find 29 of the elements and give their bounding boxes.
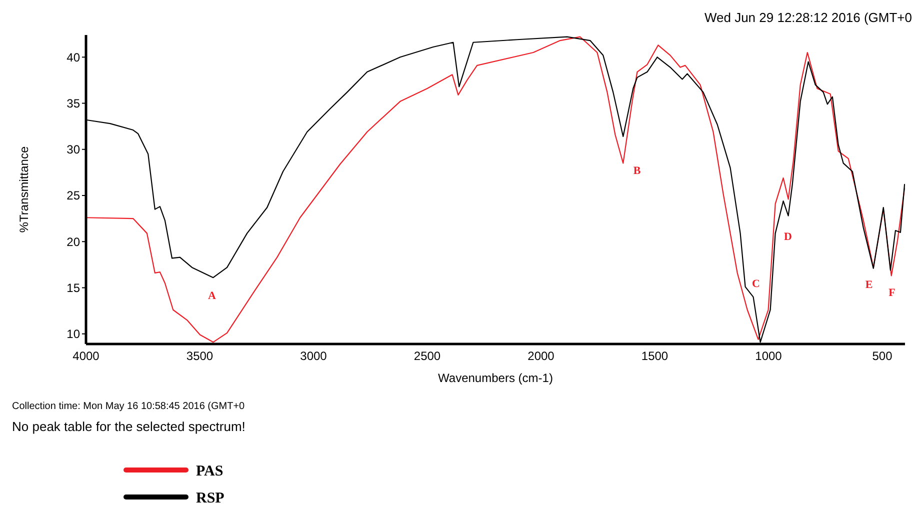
- x-tick-label: 500: [872, 349, 893, 363]
- y-axis-title: %Transmittance: [17, 146, 31, 233]
- y-tick-label: 35: [66, 96, 80, 110]
- y-tick-label: 25: [66, 188, 80, 203]
- y-tick-label: 20: [66, 234, 80, 249]
- x-tick-label: 4000: [72, 349, 100, 363]
- y-tick-label: 10: [66, 327, 80, 342]
- y-tick-label: 30: [66, 142, 80, 157]
- x-tick-label: 1500: [641, 349, 668, 363]
- annotation: F: [888, 287, 896, 299]
- x-tick-label: 1000: [755, 349, 782, 363]
- chart-title: Wed Jun 29 12:28:12 2016 (GMT+0: [704, 10, 912, 25]
- x-tick-label: 3500: [186, 349, 214, 363]
- text: No peak table for the selected spectrum!: [12, 419, 246, 434]
- x-axis-title: Wavenumbers (cm-1): [438, 371, 553, 385]
- annotation: D: [784, 231, 792, 243]
- annotation: C: [752, 278, 760, 290]
- legend-label: PAS: [196, 463, 224, 480]
- x-tick-label: 3000: [300, 349, 328, 363]
- annotation: B: [633, 165, 642, 177]
- legend-label: RSP: [196, 490, 224, 506]
- y-tick-label: 40: [66, 50, 80, 64]
- x-tick-label: 2000: [528, 349, 555, 363]
- y-tick-label: 15: [66, 280, 80, 295]
- annotation: E: [865, 279, 873, 291]
- x-tick-label: 2500: [414, 349, 441, 363]
- annotation: A: [208, 290, 216, 302]
- text: Collection time: Mon May 16 10:58:45 2016 (GMT+0: [12, 401, 246, 412]
- line-series: [86, 36, 905, 343]
